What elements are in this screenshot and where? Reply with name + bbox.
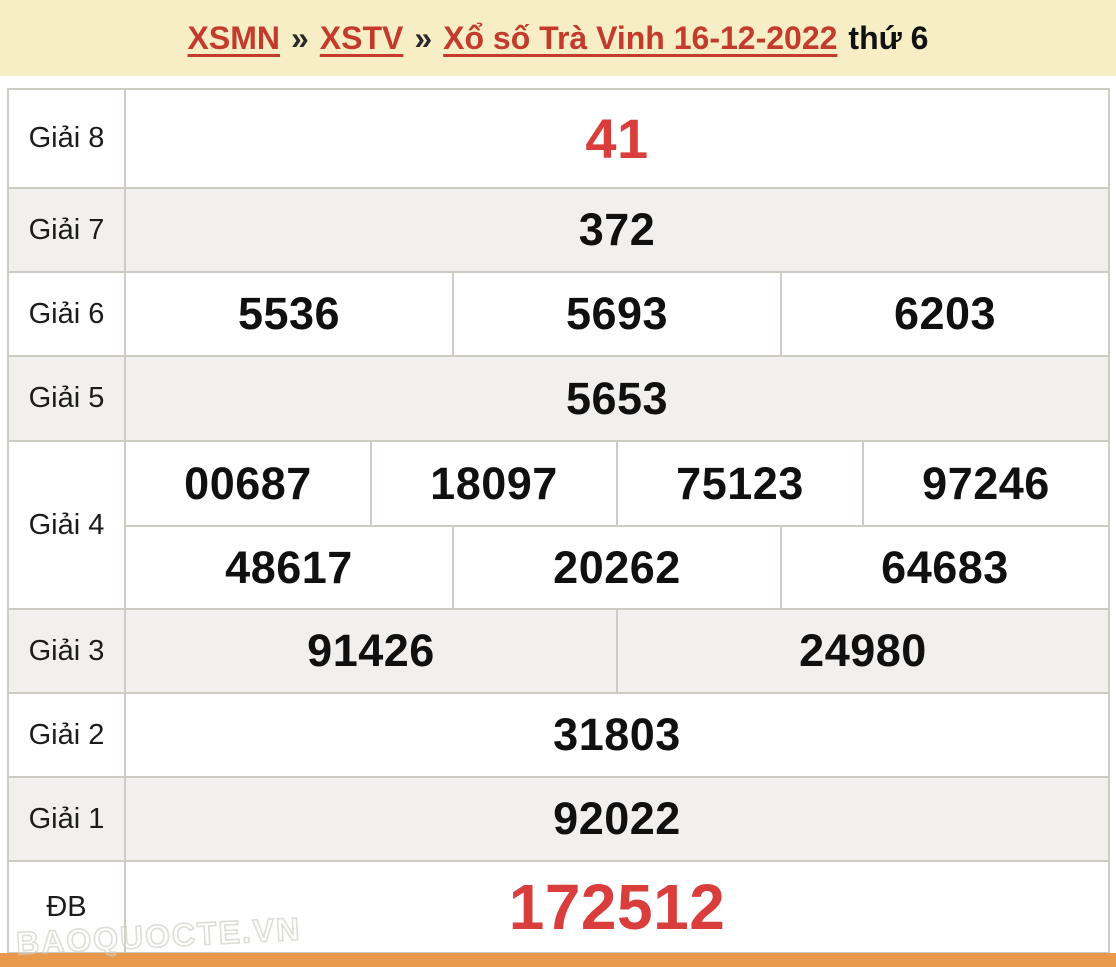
table-row-giai-6: Giải 6 5536 5693 6203 bbox=[9, 271, 1108, 355]
prize-values: 91426 24980 bbox=[126, 610, 1108, 692]
table-row-giai-1: Giải 1 92022 bbox=[9, 776, 1108, 860]
breadcrumb-separator: » bbox=[290, 19, 309, 56]
prize-values: 172512 bbox=[126, 862, 1108, 952]
table-row-giai-2: Giải 2 31803 bbox=[9, 692, 1108, 776]
prize-subrow: 48617 20262 64683 bbox=[126, 525, 1108, 608]
breadcrumb-link-xstv[interactable]: XSTV bbox=[319, 19, 404, 56]
prize-values: 41 bbox=[126, 90, 1108, 187]
table-row-giai-8: Giải 8 41 bbox=[9, 90, 1108, 187]
prize-value: 91426 bbox=[126, 610, 618, 692]
prize-value: 6203 bbox=[893, 288, 997, 339]
prize-value: 24980 bbox=[799, 625, 927, 676]
prize-value: 172512 bbox=[508, 871, 726, 943]
prize-label: Giải 2 bbox=[9, 694, 126, 776]
table-row-dac-biet: ĐB 172512 bbox=[9, 860, 1108, 952]
prize-label: Giải 6 bbox=[9, 273, 126, 355]
prize-value: 20262 bbox=[454, 527, 782, 608]
prize-value: 75123 bbox=[618, 442, 864, 525]
prize-label: Giải 5 bbox=[9, 357, 126, 440]
prize-values: 00687 18097 75123 97246 48617 20262 6468… bbox=[126, 442, 1108, 608]
prize-values: 31803 bbox=[126, 694, 1108, 776]
prize-label: Giải 1 bbox=[9, 778, 126, 860]
breadcrumb-link-draw-title[interactable]: Xổ số Trà Vinh 16-12-2022 bbox=[443, 19, 838, 56]
table-row-giai-5: Giải 5 5653 bbox=[9, 355, 1108, 440]
table-row-giai-7: Giải 7 372 bbox=[9, 187, 1108, 271]
draw-weekday: thứ 6 bbox=[848, 19, 929, 56]
breadcrumb: XSMN » XSTV » Xổ số Trà Vinh 16-12-2022 … bbox=[0, 0, 1116, 76]
prize-values: 372 bbox=[126, 189, 1108, 271]
prize-label: ĐB bbox=[9, 862, 126, 952]
prize-label: Giải 3 bbox=[9, 610, 126, 692]
prize-value: 5693 bbox=[454, 273, 782, 355]
table-row-giai-4: Giải 4 00687 18097 75123 97246 48617 202… bbox=[9, 440, 1108, 608]
lottery-results-table: Giải 8 41 Giải 7 372 Giải 6 5536 5693 62… bbox=[7, 88, 1110, 954]
prize-values: 92022 bbox=[126, 778, 1108, 860]
prize-value: 31803 bbox=[553, 709, 681, 760]
prize-value: 5653 bbox=[565, 372, 669, 424]
prize-value: 64683 bbox=[881, 541, 1009, 593]
prize-values: 5653 bbox=[126, 357, 1108, 440]
prize-values: 5536 5693 6203 bbox=[126, 273, 1108, 355]
bottom-accent-bar bbox=[0, 953, 1116, 967]
prize-value: 18097 bbox=[372, 442, 618, 525]
prize-value: 00687 bbox=[126, 442, 372, 525]
table-row-giai-3: Giải 3 91426 24980 bbox=[9, 608, 1108, 692]
prize-value: 92022 bbox=[553, 793, 681, 844]
breadcrumb-link-xsmn[interactable]: XSMN bbox=[187, 19, 280, 56]
prize-label: Giải 8 bbox=[9, 90, 126, 187]
prize-value: 372 bbox=[578, 204, 656, 255]
prize-value: 97246 bbox=[922, 457, 1050, 509]
prize-value: 41 bbox=[585, 107, 649, 170]
prize-value: 5536 bbox=[126, 273, 454, 355]
prize-subrow: 00687 18097 75123 97246 bbox=[126, 442, 1108, 525]
breadcrumb-separator: » bbox=[414, 19, 433, 56]
prize-label: Giải 4 bbox=[9, 442, 126, 608]
prize-value: 48617 bbox=[126, 527, 454, 608]
prize-label: Giải 7 bbox=[9, 189, 126, 271]
